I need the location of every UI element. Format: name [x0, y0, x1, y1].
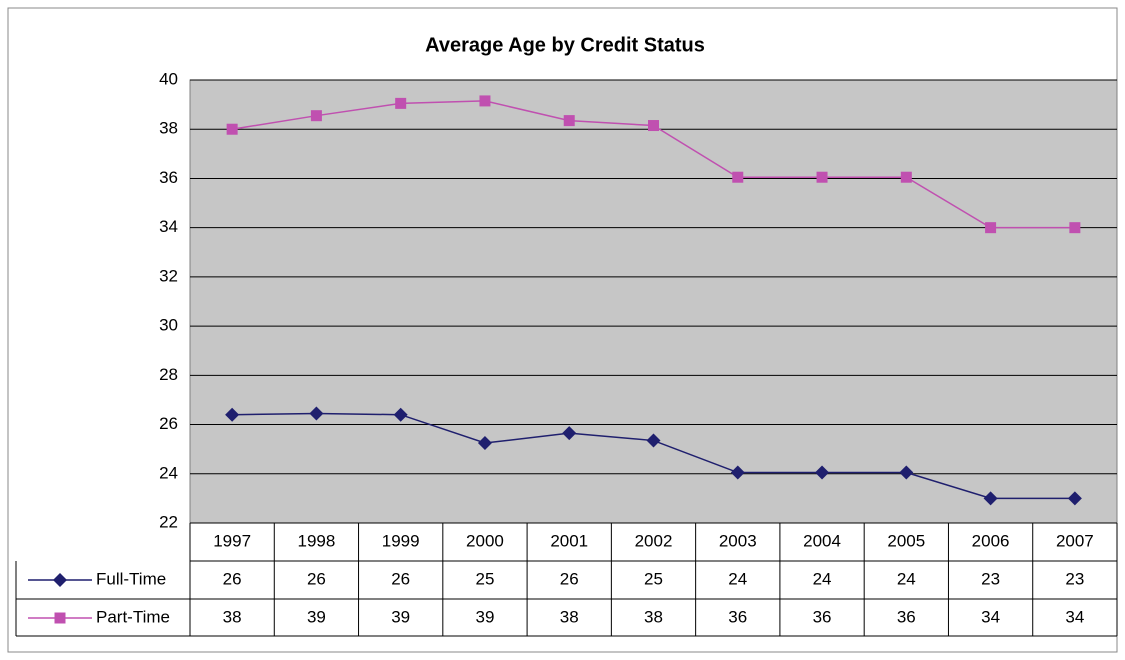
y-tick-label: 32 [159, 266, 178, 285]
table-value: 23 [981, 569, 1000, 588]
y-tick-label: 30 [159, 316, 178, 335]
table-value: 34 [1065, 607, 1084, 626]
marker [479, 95, 491, 107]
table-value: 39 [391, 607, 410, 626]
marker [310, 110, 322, 122]
marker [732, 171, 744, 183]
table-value: 34 [981, 607, 1000, 626]
y-tick-label: 26 [159, 414, 178, 433]
marker [985, 222, 997, 234]
marker [54, 612, 66, 624]
table-value: 39 [475, 607, 494, 626]
table-value: 26 [391, 569, 410, 588]
marker [53, 573, 67, 587]
marker [815, 465, 830, 480]
x-tick-label: 2003 [719, 531, 757, 550]
marker [563, 115, 575, 127]
y-tick-label: 28 [159, 365, 178, 384]
table-value: 26 [223, 569, 242, 588]
table-value: 24 [728, 569, 747, 588]
marker [226, 123, 238, 135]
table-value: 36 [728, 607, 747, 626]
legend-label: Part-Time [96, 607, 170, 626]
x-tick-label: 2000 [466, 531, 504, 550]
table-value: 25 [475, 569, 494, 588]
marker [1067, 491, 1082, 506]
table-value: 38 [223, 607, 242, 626]
marker [648, 120, 659, 132]
y-tick-label: 38 [159, 119, 178, 138]
table-value: 38 [644, 607, 663, 626]
marker [225, 407, 240, 422]
y-tick-label: 40 [159, 69, 178, 88]
marker [395, 97, 407, 109]
y-tick-label: 22 [159, 512, 178, 531]
table-value: 25 [644, 569, 663, 588]
x-tick-label: 2005 [887, 531, 925, 550]
table-value: 23 [1065, 569, 1084, 588]
marker [816, 171, 828, 183]
table-value: 24 [813, 569, 832, 588]
marker [900, 171, 912, 183]
legend-label: Full-Time [96, 569, 166, 588]
x-tick-label: 2002 [635, 531, 673, 550]
marker [983, 491, 998, 506]
table-value: 26 [307, 569, 326, 588]
table-value: 36 [813, 607, 832, 626]
marker [393, 407, 408, 422]
x-tick-label: 2001 [550, 531, 588, 550]
marker [309, 406, 324, 421]
plot-area [189, 79, 1118, 524]
marker [730, 465, 745, 480]
x-tick-label: 1999 [382, 531, 420, 550]
marker [477, 436, 492, 451]
marker [1069, 222, 1081, 234]
table-value: 39 [307, 607, 326, 626]
x-tick-label: 1998 [297, 531, 335, 550]
x-tick-label: 1997 [213, 531, 251, 550]
y-tick-label: 34 [159, 217, 178, 236]
x-tick-label: 2007 [1056, 531, 1094, 550]
y-tick-label: 24 [159, 463, 178, 482]
table-value: 24 [897, 569, 916, 588]
chart-title: Average Age by Credit Status [425, 34, 705, 56]
table-value: 38 [560, 607, 579, 626]
marker [646, 433, 661, 448]
y-tick-label: 36 [159, 168, 178, 187]
table-value: 36 [897, 607, 916, 626]
marker [899, 465, 914, 480]
x-tick-label: 2004 [803, 531, 841, 550]
marker [562, 426, 577, 441]
table-value: 26 [560, 569, 579, 588]
x-tick-label: 2006 [972, 531, 1010, 550]
